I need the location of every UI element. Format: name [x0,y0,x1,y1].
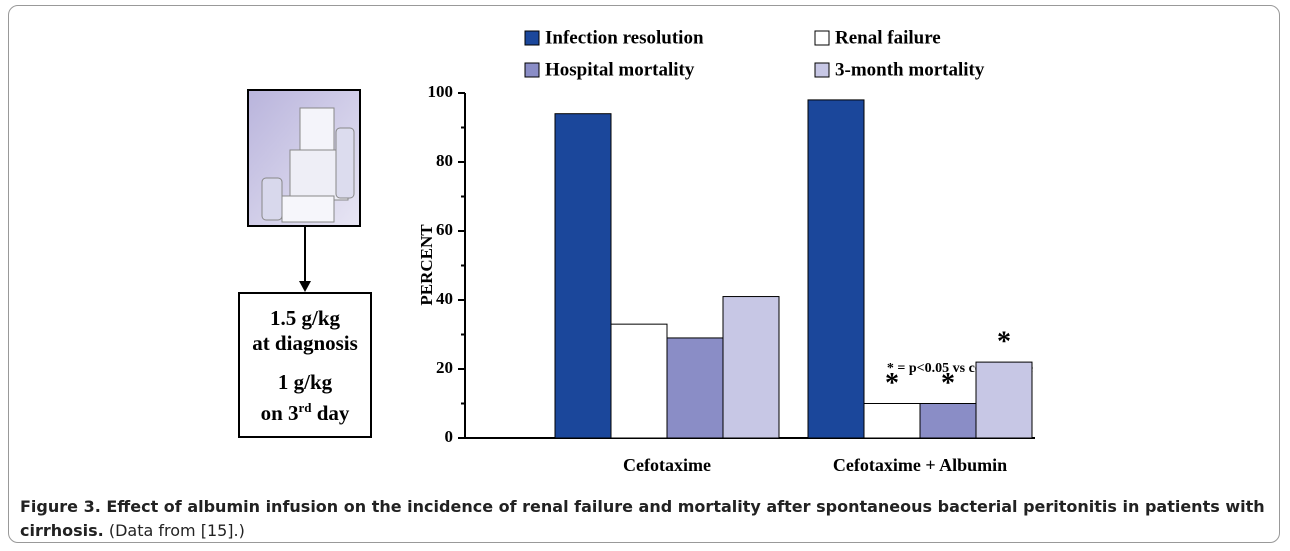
bar [723,297,779,438]
y-tick-label: 20 [436,358,453,377]
legend-label: Renal failure [835,27,941,48]
dose-amount: 1.5 g/kg [240,306,370,331]
bar [864,404,920,439]
y-tick-label: 100 [428,82,454,101]
dose-timing: at diagnosis [240,331,370,356]
bar [667,338,723,438]
significance-marker: * [941,368,955,399]
legend-label: 3-month mortality [835,59,985,80]
caption-note: (Data from [15].) [109,521,245,540]
dose-timing: on 3rd day [240,395,370,426]
bar [920,404,976,439]
x-tick-label: Cefotaxime [623,455,711,475]
legend-label: Hospital mortality [545,59,695,80]
significance-marker: * [885,368,899,399]
timing-text: on 3 [261,401,299,425]
y-tick-label: 80 [436,151,453,170]
timing-text: day [312,401,350,425]
legend-swatch [525,63,539,77]
legend-swatch [525,31,539,45]
x-tick-label: Cefotaxime + Albumin [833,455,1007,475]
bar [555,114,611,438]
bar [976,362,1032,438]
caption: Figure 3. Effect of albumin infusion on … [20,495,1270,543]
y-tick-label: 0 [445,427,454,446]
legend-swatch [815,63,829,77]
dose-amount: 1 g/kg [240,370,370,395]
dose-box: 1.5 g/kg at diagnosis 1 g/kg on 3rd day [238,292,372,438]
timing-sup: rd [299,400,312,415]
y-axis-label: PERCENT [417,224,436,306]
legend-swatch [815,31,829,45]
y-tick-label: 60 [436,220,453,239]
significance-marker: * [997,327,1011,358]
legend-label: Infection resolution [545,27,704,48]
product-photo [248,90,360,226]
chart: PERCENT * = p<0.05 vs cefotaxime 0204060… [0,0,1290,551]
bar [808,100,864,438]
bar [611,324,667,438]
arrow-head [299,281,311,292]
y-tick-label: 40 [436,289,453,308]
